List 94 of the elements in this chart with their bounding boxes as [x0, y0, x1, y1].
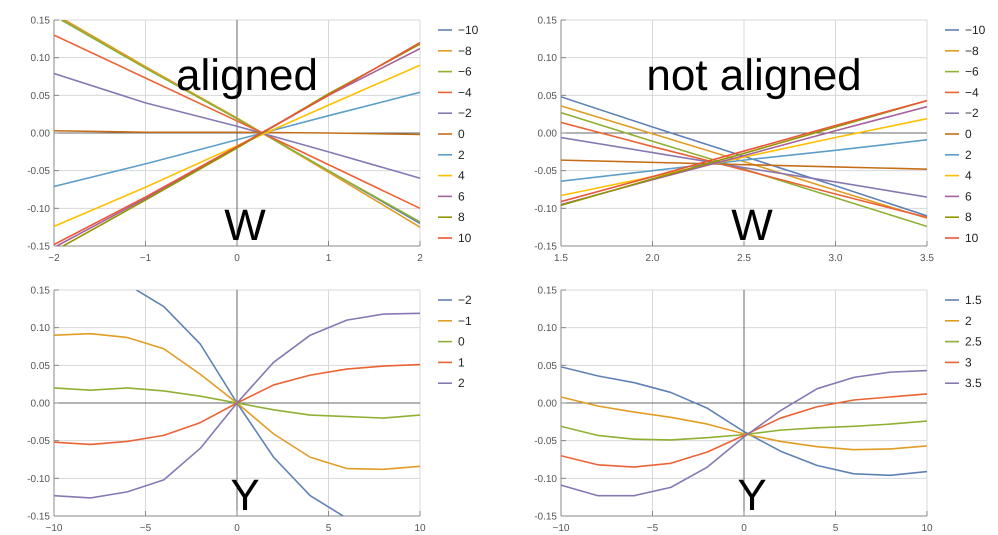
x-tick-label: 1 — [326, 253, 332, 264]
x-tick-label: 10 — [921, 523, 933, 534]
line-series — [561, 396, 927, 451]
y-tick-label: 0.15 — [30, 16, 50, 26]
legend-label: 2 — [458, 376, 465, 390]
x-tick-label: 0 — [741, 523, 748, 534]
y-tick-label: -0.15 — [534, 512, 558, 522]
annotation: W — [731, 201, 774, 250]
y-tick-label: 0.15 — [30, 286, 50, 296]
legend-label: −6 — [458, 64, 472, 79]
y-tick-label: 0.10 — [538, 323, 558, 334]
line-series — [561, 138, 927, 182]
legend-label: −10 — [458, 23, 479, 37]
line-series — [136, 290, 344, 516]
x-tick-label: 5 — [326, 523, 332, 534]
legend-label: 10 — [458, 231, 472, 245]
line-series — [561, 118, 927, 196]
y-tick-label: 0.00 — [538, 398, 558, 410]
y-tick-label: 0.15 — [538, 16, 558, 26]
legend-label: 0 — [458, 127, 465, 141]
legend-label: −10 — [965, 23, 986, 37]
x-tick-label: 10 — [414, 523, 426, 534]
legend-label: −4 — [458, 85, 472, 100]
y-tick-label: -0.10 — [534, 204, 558, 215]
legend-label: 1 — [458, 355, 465, 370]
y-tick-label: 0.05 — [30, 360, 50, 372]
y-tick-label: 0.10 — [30, 323, 50, 334]
line-series — [561, 420, 927, 441]
y-tick-label: -0.05 — [27, 436, 50, 448]
legend-label: 2 — [458, 148, 465, 162]
legend-label: 6 — [458, 189, 465, 204]
y-tick-label: 0.00 — [30, 398, 50, 410]
y-tick-label: -0.15 — [27, 242, 50, 252]
y-tick-label: 0.10 — [30, 53, 50, 64]
legend-label: −2 — [458, 293, 472, 307]
x-tick-label: 2.5 — [737, 253, 752, 264]
legend-label: −1 — [458, 314, 472, 328]
y-tick-label: -0.05 — [534, 166, 558, 178]
legend-label: 4 — [965, 168, 972, 183]
line-series — [54, 332, 420, 470]
legend-label: 2.5 — [965, 334, 982, 349]
legend-label: 2 — [965, 314, 972, 328]
legend-label: 6 — [965, 189, 972, 204]
annotation: not aligned — [646, 51, 862, 100]
x-tick-label: −5 — [646, 523, 659, 534]
x-tick-label: −5 — [140, 523, 152, 534]
x-tick-label: −10 — [552, 523, 570, 534]
legend-label: −8 — [458, 44, 472, 58]
x-tick-label: 2 — [417, 253, 424, 264]
x-tick-label: 5 — [832, 523, 839, 534]
legend-label: 3.5 — [965, 376, 982, 390]
line-series — [561, 366, 927, 476]
y-tick-label: 0.10 — [538, 53, 558, 64]
legend-label: −8 — [965, 44, 980, 58]
x-tick-label: 3.0 — [828, 253, 843, 264]
legend-label: 1.5 — [965, 293, 982, 307]
x-tick-label: −10 — [46, 523, 63, 534]
line-series — [561, 136, 927, 198]
x-tick-label: 2.0 — [646, 253, 660, 264]
legend-label: 4 — [458, 168, 465, 183]
line-series — [54, 387, 420, 419]
legend-label: 8 — [458, 210, 465, 224]
legend-label: 0 — [458, 334, 465, 349]
y-tick-label: 0.05 — [538, 90, 558, 102]
legend-label: −2 — [458, 106, 472, 120]
y-tick-label: -0.10 — [27, 474, 50, 485]
y-tick-label: -0.15 — [27, 512, 50, 522]
line-series — [561, 393, 927, 468]
y-tick-label: -0.05 — [27, 166, 50, 178]
legend-label: −2 — [965, 106, 980, 120]
y-tick-label: -0.05 — [534, 436, 558, 448]
x-tick-label: 1.5 — [554, 253, 568, 264]
y-tick-label: -0.10 — [27, 204, 50, 215]
x-tick-label: 0 — [234, 253, 240, 264]
y-tick-label: -0.10 — [534, 474, 558, 485]
y-tick-label: 0.15 — [538, 286, 558, 296]
line-series — [54, 364, 420, 446]
legend-label: −6 — [965, 64, 980, 79]
y-tick-label: -0.15 — [534, 242, 558, 252]
y-tick-label: 0.05 — [538, 360, 558, 372]
legend-label: 8 — [965, 210, 972, 224]
legend-label: 10 — [965, 231, 979, 245]
x-tick-label: 0 — [234, 523, 240, 534]
x-tick-label: −1 — [140, 253, 152, 264]
y-tick-label: 0.00 — [538, 128, 558, 140]
line-series — [561, 159, 927, 170]
legend-label: 2 — [965, 148, 972, 162]
legend-label: 0 — [965, 127, 972, 141]
y-tick-label: 0.05 — [30, 90, 50, 102]
legend-label: 3 — [965, 355, 972, 370]
x-tick-label: 3.5 — [920, 253, 934, 264]
y-tick-label: 0.00 — [30, 128, 50, 140]
legend-label: −4 — [965, 85, 980, 100]
x-tick-label: −2 — [48, 253, 60, 264]
